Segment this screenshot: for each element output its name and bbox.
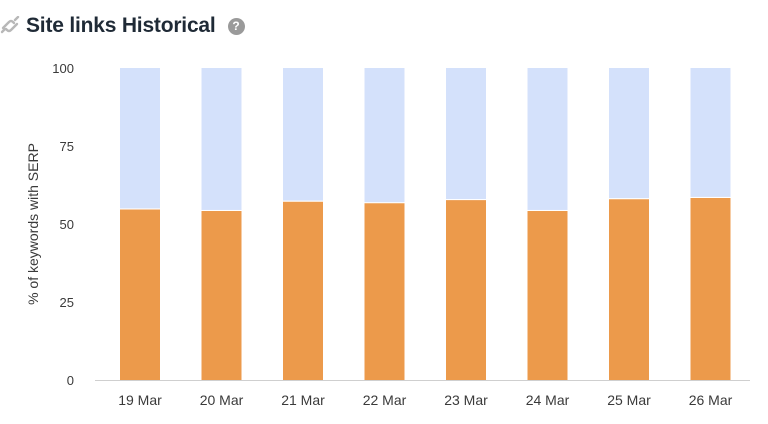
bar-segment-upper-6[interactable] bbox=[609, 68, 649, 199]
x-tick-label: 26 Mar bbox=[689, 392, 733, 408]
x-tick-label: 21 Mar bbox=[281, 392, 325, 408]
bar-segment-lower-4[interactable] bbox=[446, 199, 486, 380]
bar-segment-lower-6[interactable] bbox=[609, 198, 649, 380]
y-axis-label: % of keywords with SERP bbox=[25, 143, 41, 305]
help-icon[interactable]: ? bbox=[227, 17, 245, 35]
link-icon bbox=[0, 16, 20, 34]
bar-segment-upper-0[interactable] bbox=[120, 68, 160, 209]
bar-segment-upper-3[interactable] bbox=[364, 68, 405, 203]
bar-segment-upper-4[interactable] bbox=[446, 68, 486, 200]
bar-segment-upper-2[interactable] bbox=[283, 68, 323, 201]
x-tick-label: 20 Mar bbox=[200, 392, 244, 408]
x-axis-ticks: 19 Mar 20 Mar 21 Mar 22 Mar 23 Mar 24 Mar 25 M… bbox=[118, 392, 732, 408]
bar-segment-lower-2[interactable] bbox=[283, 200, 323, 380]
y-tick-label: 25 bbox=[60, 295, 74, 310]
y-axis-ticks: 0 25 50 75 100 bbox=[52, 61, 74, 388]
chart-header: Site links Historical ? bbox=[0, 10, 245, 42]
x-tick-label: 22 Mar bbox=[363, 392, 407, 408]
bars-group bbox=[120, 68, 731, 380]
chart-title: Site links Historical bbox=[26, 14, 216, 37]
x-tick-label: 23 Mar bbox=[444, 392, 488, 408]
y-tick-label: 75 bbox=[60, 139, 74, 154]
bar-segment-lower-7[interactable] bbox=[690, 196, 731, 380]
bar-segment-lower-5[interactable] bbox=[527, 209, 568, 380]
bar-segment-upper-1[interactable] bbox=[201, 68, 242, 210]
x-tick-label: 19 Mar bbox=[118, 392, 162, 408]
x-tick-label: 24 Mar bbox=[526, 392, 570, 408]
y-tick-label: 50 bbox=[60, 217, 74, 232]
y-tick-label: 0 bbox=[67, 373, 74, 388]
bar-segment-lower-0[interactable] bbox=[120, 208, 160, 380]
bar-segment-upper-5[interactable] bbox=[527, 68, 568, 210]
bar-segment-lower-1[interactable] bbox=[201, 209, 242, 380]
bar-segment-lower-3[interactable] bbox=[364, 202, 405, 380]
y-tick-label: 100 bbox=[52, 61, 74, 76]
x-tick-label: 25 Mar bbox=[607, 392, 651, 408]
bar-segment-upper-7[interactable] bbox=[690, 68, 731, 197]
